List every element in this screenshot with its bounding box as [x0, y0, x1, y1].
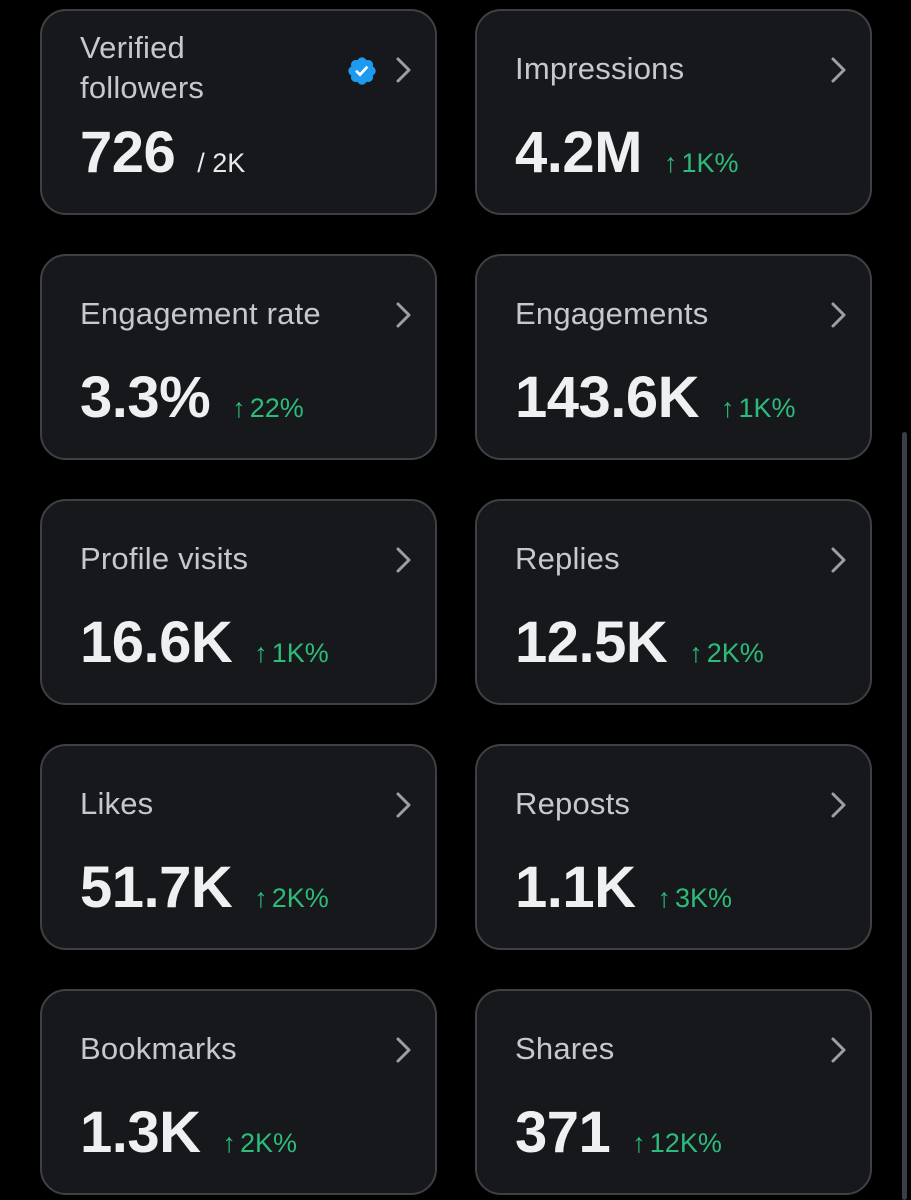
verified-badge-icon	[346, 55, 378, 87]
metric-value: 12.5K	[515, 605, 667, 681]
metrics-grid: Verified followers 726 / 2K Impressions …	[40, 9, 872, 1195]
up-arrow-icon: ↑	[689, 638, 703, 669]
metric-change-value: 3K%	[675, 883, 732, 914]
metric-value-row: 1.3K ↑ 2K%	[80, 1095, 297, 1171]
metric-change: ↑ 22%	[232, 393, 304, 424]
up-arrow-icon: ↑	[664, 148, 678, 179]
metric-value-row: 51.7K ↑ 2K%	[80, 850, 329, 926]
metric-value: 16.6K	[80, 605, 232, 681]
metric-value-row: 4.2M ↑ 1K%	[515, 115, 739, 191]
metric-change: ↑ 1K%	[721, 393, 796, 424]
metric-value: 4.2M	[515, 115, 642, 191]
scrollbar[interactable]	[902, 432, 907, 1200]
metric-change: ↑ 3K%	[658, 883, 733, 914]
metric-change: ↑ 2K%	[254, 883, 329, 914]
up-arrow-icon: ↑	[632, 1128, 646, 1159]
metric-value-row: 726 / 2K	[80, 115, 245, 191]
metric-value-row: 143.6K ↑ 1K%	[515, 360, 796, 436]
metric-label: Reposts	[515, 784, 630, 824]
chevron-right-icon	[393, 55, 415, 85]
up-arrow-icon: ↑	[254, 883, 268, 914]
metric-label: Replies	[515, 539, 620, 579]
metric-change: ↑ 1K%	[254, 638, 329, 669]
metric-value: 1.1K	[515, 850, 636, 926]
metric-card-likes[interactable]: Likes 51.7K ↑ 2K%	[40, 744, 437, 950]
metric-change-value: 1K%	[681, 148, 738, 179]
metric-card-verified-followers[interactable]: Verified followers 726 / 2K	[40, 9, 437, 215]
chevron-right-icon	[828, 790, 850, 820]
metric-value: 1.3K	[80, 1095, 201, 1171]
chevron-right-icon	[828, 1035, 850, 1065]
metric-label: Profile visits	[80, 539, 248, 579]
up-arrow-icon: ↑	[232, 393, 246, 424]
metric-value: 143.6K	[515, 360, 699, 436]
metric-label: Likes	[80, 784, 153, 824]
metric-card-reposts[interactable]: Reposts 1.1K ↑ 3K%	[475, 744, 872, 950]
metric-card-engagements[interactable]: Engagements 143.6K ↑ 1K%	[475, 254, 872, 460]
metric-card-bookmarks[interactable]: Bookmarks 1.3K ↑ 2K%	[40, 989, 437, 1195]
metric-change-value: 1K%	[272, 638, 329, 669]
metric-value: 371	[515, 1095, 610, 1171]
metric-value: 726	[80, 115, 175, 191]
metric-card-shares[interactable]: Shares 371 ↑ 12K%	[475, 989, 872, 1195]
up-arrow-icon: ↑	[658, 883, 672, 914]
metric-change-value: 1K%	[739, 393, 796, 424]
chevron-right-icon	[393, 545, 415, 575]
metric-card-impressions[interactable]: Impressions 4.2M ↑ 1K%	[475, 9, 872, 215]
metric-label: Impressions	[515, 49, 684, 89]
metric-value-row: 12.5K ↑ 2K%	[515, 605, 764, 681]
chevron-right-icon	[828, 55, 850, 85]
metric-value-row: 16.6K ↑ 1K%	[80, 605, 329, 681]
up-arrow-icon: ↑	[223, 1128, 237, 1159]
metric-card-replies[interactable]: Replies 12.5K ↑ 2K%	[475, 499, 872, 705]
metric-value-row: 3.3% ↑ 22%	[80, 360, 304, 436]
metric-value-row: 371 ↑ 12K%	[515, 1095, 722, 1171]
chevron-right-icon	[828, 545, 850, 575]
up-arrow-icon: ↑	[721, 393, 735, 424]
metric-change-value: 22%	[250, 393, 304, 424]
metric-change-value: 2K%	[272, 883, 329, 914]
metric-label: Shares	[515, 1029, 614, 1069]
metric-card-profile-visits[interactable]: Profile visits 16.6K ↑ 1K%	[40, 499, 437, 705]
chevron-right-icon	[393, 790, 415, 820]
metric-change: ↑ 2K%	[689, 638, 764, 669]
metric-change: ↑ 2K%	[223, 1128, 298, 1159]
metric-change-value: 2K%	[707, 638, 764, 669]
chevron-right-icon	[393, 1035, 415, 1065]
metric-change-value: 2K%	[240, 1128, 297, 1159]
metric-total: / 2K	[197, 148, 245, 179]
chevron-right-icon	[828, 300, 850, 330]
up-arrow-icon: ↑	[254, 638, 268, 669]
metric-label: Engagement rate	[80, 294, 321, 334]
metric-value: 51.7K	[80, 850, 232, 926]
chevron-right-icon	[393, 300, 415, 330]
metric-label: Bookmarks	[80, 1029, 237, 1069]
metric-change: ↑ 1K%	[664, 148, 739, 179]
metric-value-row: 1.1K ↑ 3K%	[515, 850, 732, 926]
metric-change-value: 12K%	[650, 1128, 722, 1159]
metric-label: Verified followers	[80, 28, 300, 108]
metric-change: ↑ 12K%	[632, 1128, 722, 1159]
metric-value: 3.3%	[80, 360, 210, 436]
metric-label: Engagements	[515, 294, 709, 334]
metric-card-engagement-rate[interactable]: Engagement rate 3.3% ↑ 22%	[40, 254, 437, 460]
